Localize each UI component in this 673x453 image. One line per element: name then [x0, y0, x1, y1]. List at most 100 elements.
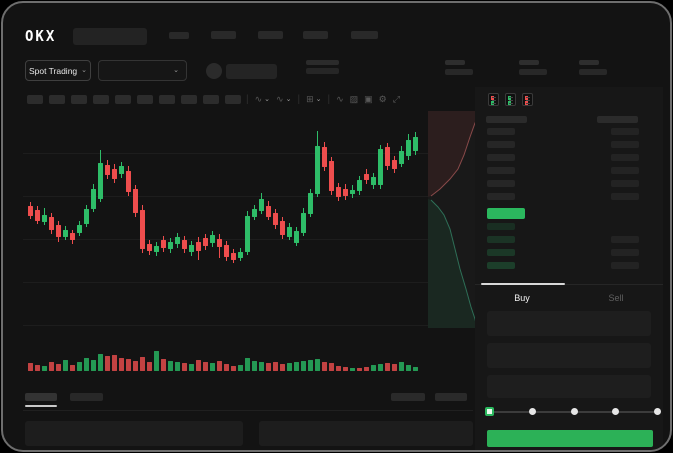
volume-bar — [35, 365, 40, 371]
draw-tool-icon[interactable]: ▨ — [350, 94, 359, 105]
candle-body — [133, 189, 138, 213]
tab-sell[interactable]: Sell — [608, 293, 624, 303]
interval-chip[interactable] — [137, 95, 153, 104]
volume-bar — [210, 363, 215, 371]
volume-bar — [91, 360, 96, 371]
book-bids-icon[interactable] — [505, 93, 516, 106]
stat-value-placeholder — [579, 69, 607, 75]
interval-chip[interactable] — [225, 95, 241, 104]
snapshot-icon: ▣ — [364, 93, 373, 104]
depth-chart — [428, 111, 481, 328]
slider-handle[interactable] — [485, 407, 494, 416]
chart-settings-icon[interactable]: ⚙ — [379, 94, 387, 105]
snapshot-icon[interactable]: ▣ — [364, 94, 373, 105]
nav-item-placeholder[interactable] — [258, 31, 283, 39]
interval-chip[interactable] — [49, 95, 65, 104]
book-combined-icon[interactable] — [488, 93, 499, 106]
stat-label-placeholder — [445, 60, 465, 65]
orderbook-panel: Buy Sell — [475, 87, 663, 450]
chevron-down-icon: ⌄ — [264, 95, 271, 103]
nav-item-placeholder[interactable] — [169, 32, 189, 39]
interval-chip[interactable] — [181, 95, 197, 104]
tab-buy[interactable]: Buy — [514, 293, 530, 303]
candle-body — [392, 160, 397, 169]
chart-style-icon[interactable]: ∿ ⌄ — [255, 94, 270, 105]
volume-bar — [154, 351, 159, 371]
volume-bar — [56, 364, 61, 371]
slider-stop[interactable] — [612, 408, 620, 415]
volume-bar — [378, 364, 383, 371]
indicators-icon: ∿ — [276, 93, 284, 104]
interval-chip[interactable] — [93, 95, 109, 104]
amount-slider[interactable] — [485, 405, 661, 418]
candle-body — [273, 213, 278, 225]
book-asks-icon[interactable] — [522, 93, 533, 106]
volume-bar — [70, 365, 75, 371]
price-change-placeholder — [306, 68, 339, 74]
candle-body — [413, 137, 418, 151]
volume-bar — [266, 363, 271, 371]
volume-bar — [294, 362, 299, 371]
depth-bids-line — [430, 199, 478, 328]
interval-chip[interactable] — [27, 95, 43, 104]
bid-price-placeholder — [487, 262, 515, 269]
bid-price-placeholder — [487, 223, 515, 230]
candle-body — [259, 199, 264, 211]
slider-stop[interactable] — [654, 408, 661, 415]
nav-item-placeholder[interactable] — [211, 31, 236, 39]
last-price-placeholder — [306, 60, 339, 65]
volume-bar — [287, 363, 292, 371]
ask-price-placeholder — [487, 180, 515, 187]
candlestick-chart[interactable] — [23, 111, 428, 375]
volume-bar — [301, 361, 306, 371]
candle-body — [280, 221, 285, 235]
indicators-icon[interactable]: ∿ ⌄ — [276, 94, 291, 105]
draw-tool-icon: ▨ — [349, 93, 359, 104]
gridline — [23, 282, 428, 283]
order-history-panel-placeholder — [259, 421, 473, 446]
bottom-tab-active-placeholder[interactable] — [25, 393, 57, 401]
line-tool-icon[interactable]: ∿ — [336, 94, 344, 105]
nav-item-placeholder[interactable] — [351, 31, 378, 39]
candle-body — [189, 245, 194, 252]
volume-bar — [308, 360, 313, 371]
depth-asks-area — [428, 111, 481, 197]
total-input-placeholder[interactable] — [487, 375, 651, 398]
pair-search-placeholder[interactable] — [73, 28, 147, 45]
candle-body — [168, 242, 173, 249]
open-orders-panel-placeholder — [25, 421, 243, 446]
candle-body — [231, 253, 236, 260]
stat-value-placeholder — [445, 69, 473, 75]
nav-item-placeholder[interactable] — [303, 31, 328, 39]
slider-stop[interactable] — [528, 408, 536, 415]
tabs-divider — [475, 284, 663, 285]
candle-body — [140, 210, 145, 249]
layout-grid-icon[interactable]: ⊞ ⌄ — [306, 94, 321, 105]
chevron-down-icon: ⌄ — [315, 95, 322, 103]
interval-chip[interactable] — [71, 95, 87, 104]
candle-body — [266, 206, 271, 217]
market-type-selector[interactable]: Spot Trading ⌄ — [25, 60, 91, 81]
bottom-tab-placeholder[interactable] — [70, 393, 103, 401]
slider-stop[interactable] — [570, 408, 578, 415]
bottom-link-placeholder[interactable] — [391, 393, 425, 401]
bid-amount-placeholder — [611, 236, 639, 243]
interval-chip[interactable] — [115, 95, 131, 104]
candle-body — [252, 209, 257, 217]
volume-bar — [147, 362, 152, 371]
interval-chip[interactable] — [159, 95, 175, 104]
price-input-placeholder[interactable] — [487, 311, 651, 336]
ask-amount-placeholder — [611, 193, 639, 200]
ask-amount-placeholder — [611, 154, 639, 161]
orderbook-header-price — [486, 116, 527, 123]
pair-dropdown[interactable]: ⌄ — [98, 60, 187, 81]
chevron-down-icon: ⌄ — [81, 67, 88, 74]
buy-submit-button[interactable] — [487, 430, 653, 447]
amount-input-placeholder[interactable] — [487, 343, 651, 368]
fullscreen-icon[interactable]: ⤢ — [393, 94, 400, 105]
interval-chip[interactable] — [203, 95, 219, 104]
bottom-link-placeholder[interactable] — [435, 393, 467, 401]
volume-bar — [175, 362, 180, 371]
